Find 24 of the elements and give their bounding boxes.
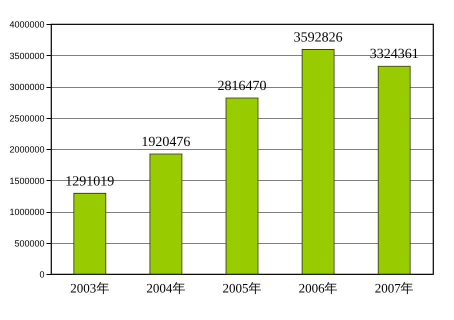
- bar: [150, 154, 182, 274]
- data-label: 1291019: [65, 174, 114, 190]
- data-label: 3324361: [370, 47, 419, 62]
- x-tick-label: 2004年: [146, 280, 186, 296]
- x-tick-label: 2007年: [374, 280, 414, 296]
- y-tick-label: 1500000: [9, 176, 44, 186]
- y-tick-label: 500000: [14, 238, 44, 248]
- bar: [302, 49, 334, 274]
- bar: [378, 66, 411, 274]
- y-tick-label: 3000000: [9, 82, 44, 92]
- data-label: 1920476: [141, 134, 190, 150]
- x-tick-label: 2006年: [298, 280, 338, 296]
- y-tick-label: 2000000: [9, 144, 44, 154]
- data-label: 2816470: [218, 78, 266, 94]
- y-tick-label: 2500000: [9, 113, 44, 124]
- bar: [73, 192, 106, 274]
- data-label: 3592826: [294, 30, 343, 46]
- y-tick-label: 3500000: [9, 50, 44, 61]
- x-tick-label: 2005年: [222, 280, 262, 296]
- y-tick-label: 4000000: [9, 20, 44, 30]
- x-tick-label: 2003年: [70, 280, 110, 296]
- bar: [226, 98, 258, 274]
- y-tick-label: 1000000: [9, 207, 44, 217]
- y-tick-label: 0: [39, 270, 44, 280]
